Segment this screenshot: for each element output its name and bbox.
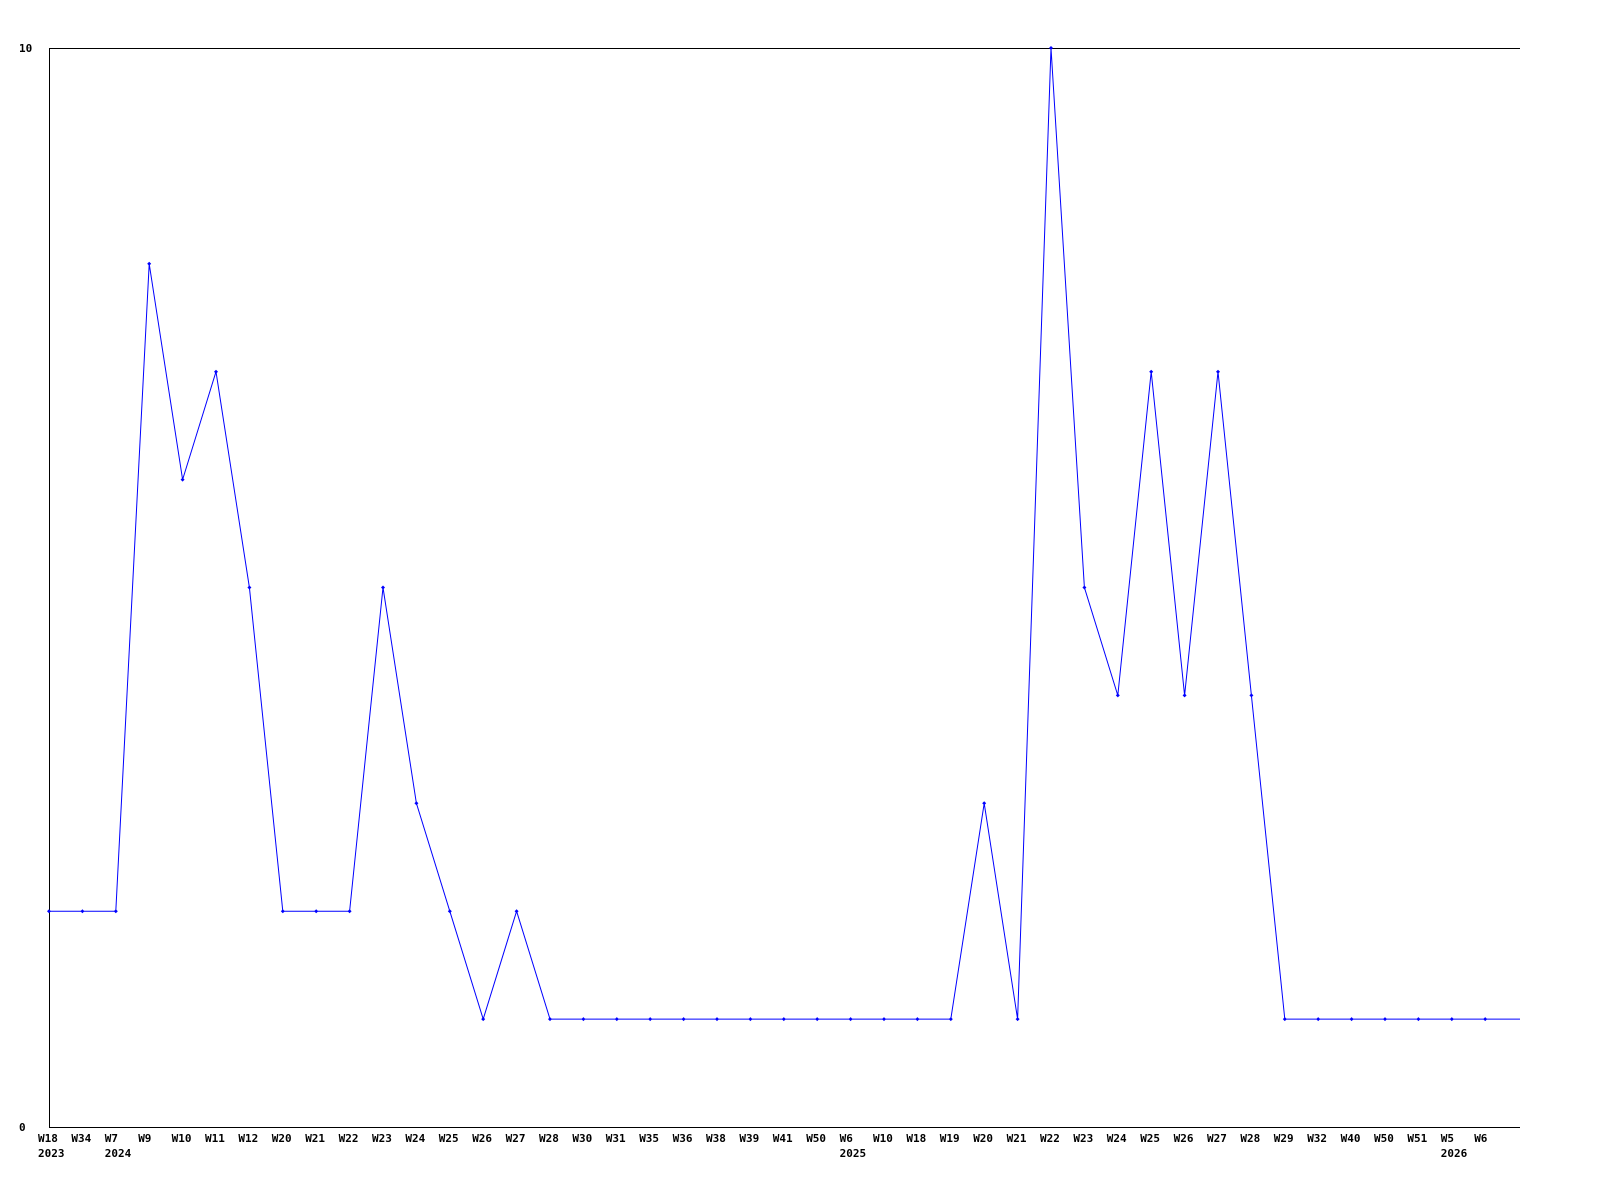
data-point [147,261,152,266]
data-point [882,1017,886,1022]
data-point [581,1017,586,1022]
data-point [1449,1017,1454,1022]
data-point [681,1017,686,1022]
data-point [982,801,987,806]
x-tick-label: W23 [372,1132,392,1145]
year-label: 2025 [840,1147,867,1160]
x-tick-label: W35 [639,1132,659,1145]
data-point [214,369,218,374]
x-tick-label: W50 [806,1132,826,1145]
x-tick-label: W6 [840,1132,854,1145]
data-point [80,909,85,914]
x-tick-label: W19 [940,1132,960,1145]
x-tick-label: W22 [1040,1132,1060,1145]
x-tick-label: W22 [339,1132,359,1145]
x-tick-label: W34 [71,1132,91,1145]
x-tick-label: W38 [706,1132,726,1145]
x-tick-label: W20 [272,1132,292,1145]
data-point [180,477,185,482]
y-tick-label-min: 0 [19,1121,26,1134]
x-tick-label: W40 [1341,1132,1361,1145]
x-tick-label: W41 [773,1132,793,1145]
x-tick-label: W5 [1441,1132,1454,1145]
data-point [347,909,352,914]
x-tick-label: W31 [606,1132,626,1145]
x-tick-label: W25 [1140,1132,1160,1145]
data-point [381,585,385,590]
data-point [1483,1017,1488,1022]
x-tick-label: W39 [739,1132,759,1145]
x-tick-label: W29 [1274,1132,1294,1145]
data-point [1149,369,1154,374]
data-point [1216,369,1220,374]
data-point [548,1017,552,1022]
x-tick-label: W24 [405,1132,425,1145]
data-point [1416,1017,1421,1022]
year-label: 2023 [38,1147,65,1160]
data-point [848,1017,853,1022]
data-point [1383,1017,1387,1022]
data-point [1316,1017,1321,1022]
data-point [915,1017,920,1022]
x-tick-label: W26 [1174,1132,1194,1145]
x-tick-label: W27 [506,1132,526,1145]
data-point [481,1017,486,1022]
x-tick-label: W6 [1474,1132,1488,1145]
x-tick-label: W23 [1073,1132,1093,1145]
data-point [614,1017,619,1022]
x-tick-label: W9 [138,1132,151,1145]
data-point [1182,693,1187,698]
x-tick-label: W20 [973,1132,993,1145]
data-point [1115,693,1120,698]
data-point [1015,1017,1020,1022]
x-tick-label: W36 [673,1132,693,1145]
year-label: 2026 [1441,1147,1468,1160]
year-label: 2024 [105,1147,132,1160]
data-point [314,909,319,914]
x-tick-label: W25 [439,1132,459,1145]
data-point [1049,46,1053,50]
data-point [280,909,285,914]
data-point [781,1017,786,1022]
data-point [447,909,452,914]
data-point [748,1017,753,1022]
data-point [815,1017,820,1022]
x-tick-label: W18 [906,1132,926,1145]
data-point [113,909,118,914]
data-point [514,909,519,914]
data-point [1249,693,1254,698]
data-point [1282,1017,1287,1022]
x-tick-label: W10 [873,1132,893,1145]
data-point [948,1017,953,1022]
data-point [1082,585,1087,590]
x-tick-label: W50 [1374,1132,1394,1145]
data-point [1349,1017,1354,1022]
data-point [715,1017,719,1022]
x-tick-label: W32 [1307,1132,1327,1145]
data-point [47,909,51,914]
x-tick-label: W21 [1007,1132,1027,1145]
series-line [49,47,1520,1021]
x-tick-label: W24 [1107,1132,1127,1145]
x-tick-label: W28 [1240,1132,1260,1145]
data-point [648,1017,653,1022]
x-tick-label: W30 [572,1132,592,1145]
x-tick-label: W28 [539,1132,559,1145]
x-tick-label: W10 [172,1132,192,1145]
x-tick-label: W7 [105,1132,118,1145]
x-tick-label: W51 [1407,1132,1427,1145]
x-tick-label: W26 [472,1132,492,1145]
x-tick-label: W12 [238,1132,258,1145]
x-tick-label: W21 [305,1132,325,1145]
y-tick-label-max: 10 [19,42,32,55]
x-tick-label: W11 [205,1132,225,1145]
x-tick-label: W18 [38,1132,58,1145]
data-point [414,801,419,806]
data-point [247,585,252,590]
x-tick-label: W27 [1207,1132,1227,1145]
